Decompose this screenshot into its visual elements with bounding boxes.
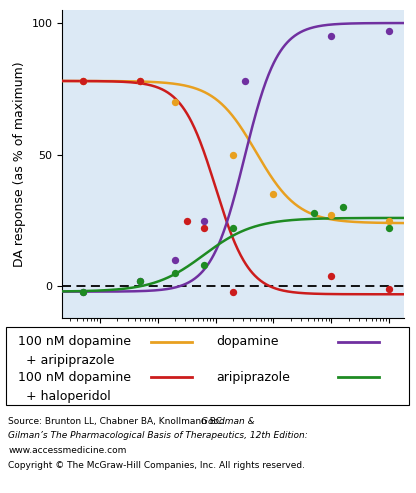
Point xyxy=(137,277,144,285)
Point xyxy=(386,285,392,293)
Point xyxy=(201,216,208,224)
Point xyxy=(270,190,277,198)
Point xyxy=(201,261,208,269)
Y-axis label: DA response (as % of maximum): DA response (as % of maximum) xyxy=(13,61,26,267)
Point xyxy=(172,98,178,106)
Text: Source: Brunton LL, Chabner BA, Knollmann BC:: Source: Brunton LL, Chabner BA, Knollman… xyxy=(8,417,228,425)
Point xyxy=(386,216,392,224)
Text: 100 nM dopamine: 100 nM dopamine xyxy=(18,335,131,348)
Text: Gilman’s The Pharmacological Basis of Therapeutics, 12th Edition:: Gilman’s The Pharmacological Basis of Th… xyxy=(8,431,308,440)
Text: + aripiprazole: + aripiprazole xyxy=(18,354,115,367)
Point xyxy=(230,151,236,159)
Point xyxy=(79,77,86,85)
Text: 100 nM dopamine: 100 nM dopamine xyxy=(18,371,131,384)
Point xyxy=(137,77,144,85)
X-axis label: Drug concentration (M): Drug concentration (M) xyxy=(160,350,306,363)
Text: aripiprazole: aripiprazole xyxy=(216,371,290,384)
FancyBboxPatch shape xyxy=(6,327,409,405)
Point xyxy=(201,224,208,232)
Text: + haloperidol: + haloperidol xyxy=(18,389,111,403)
Text: Copyright © The McGraw-Hill Companies, Inc. All rights reserved.: Copyright © The McGraw-Hill Companies, I… xyxy=(8,461,305,470)
Point xyxy=(230,288,236,296)
Text: dopamine: dopamine xyxy=(216,335,279,348)
Point xyxy=(79,288,86,296)
Point xyxy=(328,272,334,280)
Point xyxy=(172,269,178,277)
Point xyxy=(137,277,144,285)
Point xyxy=(137,77,144,85)
Point xyxy=(241,77,248,85)
Point xyxy=(339,204,346,211)
Point xyxy=(172,256,178,264)
Point xyxy=(183,216,190,224)
Point xyxy=(328,32,334,40)
Point xyxy=(386,27,392,35)
Point xyxy=(386,224,392,232)
Text: Goodman &: Goodman & xyxy=(201,417,255,425)
Point xyxy=(79,288,86,296)
Point xyxy=(79,77,86,85)
Point xyxy=(230,224,236,232)
Point xyxy=(328,211,334,219)
Point xyxy=(311,209,317,216)
Text: www.accessmedicine.com: www.accessmedicine.com xyxy=(8,446,127,455)
